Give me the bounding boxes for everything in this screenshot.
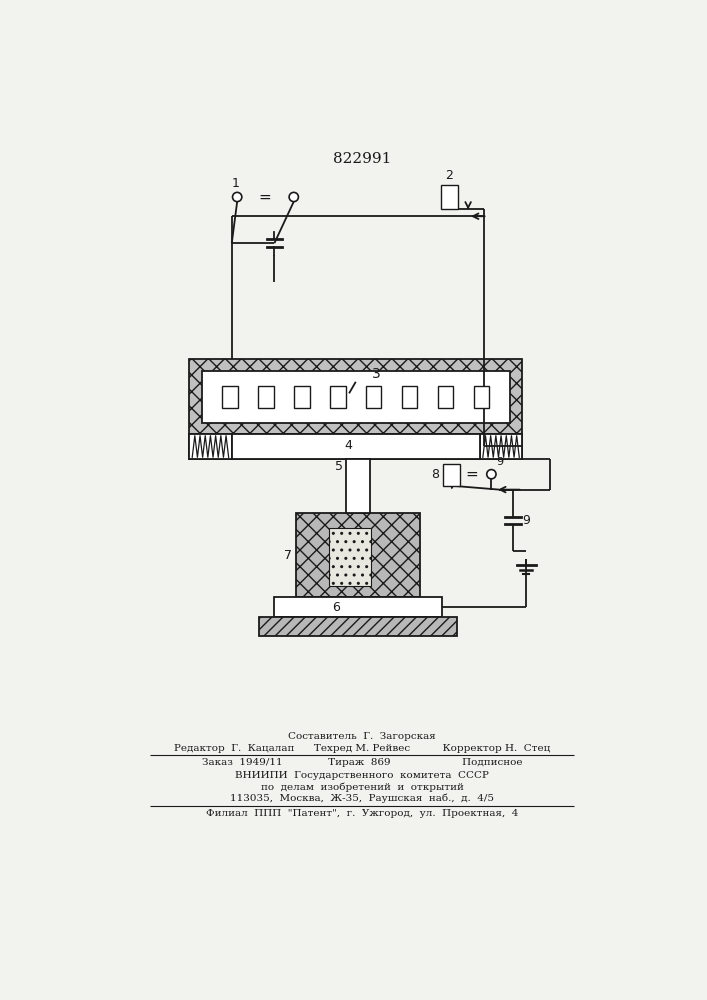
Text: 2: 2 bbox=[445, 169, 453, 182]
Text: 6: 6 bbox=[332, 601, 340, 614]
Bar bbox=[474, 386, 489, 408]
Bar bbox=[258, 386, 274, 408]
Bar bbox=[232, 434, 480, 459]
Text: 1: 1 bbox=[232, 177, 240, 190]
Text: Составитель  Г.  Загорская: Составитель Г. Загорская bbox=[288, 732, 436, 741]
Bar bbox=[189, 434, 232, 459]
Bar bbox=[296, 513, 420, 597]
Bar bbox=[329, 528, 371, 586]
Bar bbox=[222, 386, 238, 408]
Bar bbox=[480, 434, 522, 459]
Text: =: = bbox=[259, 190, 271, 205]
Circle shape bbox=[233, 192, 242, 202]
Bar bbox=[443, 464, 460, 486]
Bar bbox=[438, 386, 453, 408]
Bar bbox=[201, 371, 510, 423]
Text: 9: 9 bbox=[522, 514, 530, 527]
Bar bbox=[294, 386, 310, 408]
Text: 8: 8 bbox=[431, 468, 440, 481]
Text: Редактор  Г.  Кацалап      Техред М. Рейвес          Корректор Н.  Стец: Редактор Г. Кацалап Техред М. Рейвес Кор… bbox=[174, 744, 550, 753]
Bar bbox=[366, 386, 382, 408]
Bar bbox=[189, 434, 522, 459]
Bar bbox=[274, 597, 442, 617]
Bar bbox=[189, 359, 522, 436]
Bar bbox=[441, 185, 458, 209]
Text: =: = bbox=[466, 467, 479, 482]
Text: Филиал  ППП  "Патент",  г.  Ужгород,  ул.  Проектная,  4: Филиал ППП "Патент", г. Ужгород, ул. Про… bbox=[206, 809, 518, 818]
Bar bbox=[259, 617, 457, 636]
Bar bbox=[402, 386, 418, 408]
Text: 3: 3 bbox=[373, 367, 381, 381]
Circle shape bbox=[289, 192, 298, 202]
Text: 4: 4 bbox=[344, 439, 352, 452]
Text: 113035,  Москва,  Ж-35,  Раушская  наб.,  д.  4/5: 113035, Москва, Ж-35, Раушская наб., д. … bbox=[230, 794, 494, 803]
Text: по  делам  изобретений  и  открытий: по делам изобретений и открытий bbox=[260, 782, 463, 792]
Text: 5: 5 bbox=[334, 460, 343, 473]
Text: ВНИИПИ  Государственного  комитета  СССР: ВНИИПИ Государственного комитета СССР bbox=[235, 771, 489, 780]
Text: Заказ  1949/11              Тираж  869                      Подписное: Заказ 1949/11 Тираж 869 Подписное bbox=[201, 758, 522, 767]
Text: 7: 7 bbox=[284, 549, 292, 562]
Bar bbox=[330, 386, 346, 408]
Bar bbox=[346, 459, 370, 513]
Text: 822991: 822991 bbox=[333, 152, 391, 166]
Circle shape bbox=[486, 470, 496, 479]
Text: 9: 9 bbox=[496, 457, 503, 467]
